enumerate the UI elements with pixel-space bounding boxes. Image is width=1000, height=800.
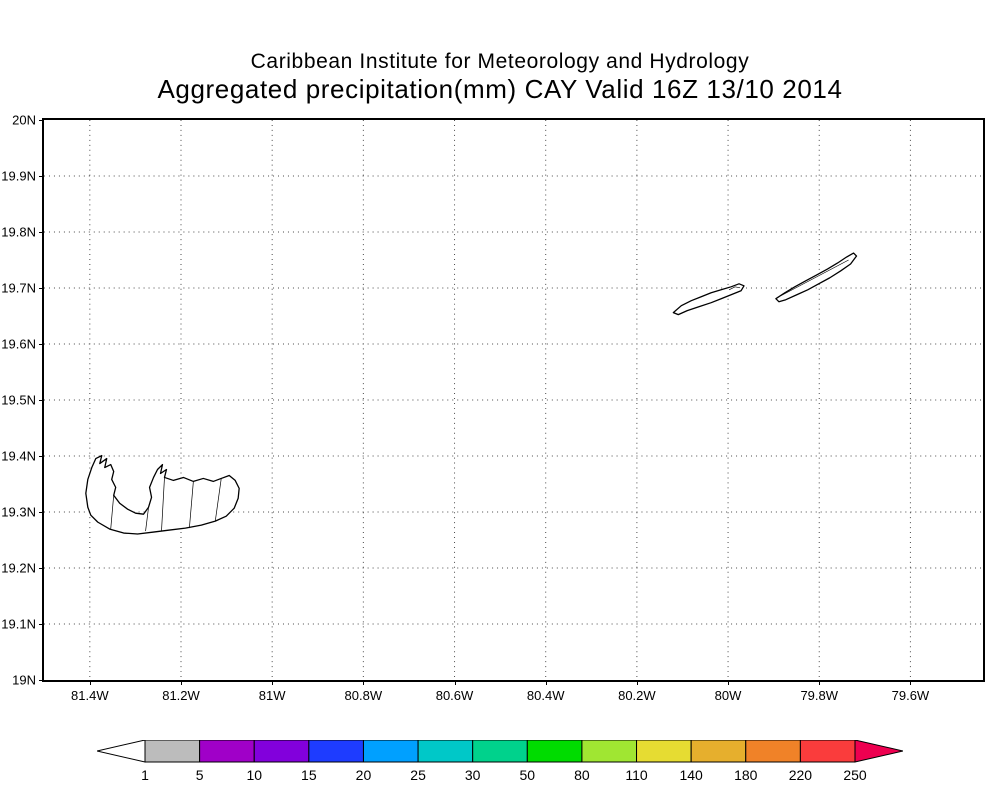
y-tick-label: 19.8N [1,224,36,240]
colorbar-left-arrow [96,739,146,763]
x-tick-label: 79.8W [800,688,839,703]
y-tick-label: 19.1N [1,616,36,632]
x-tick-label: 81.4W [71,688,109,703]
y-tick-mark [39,680,44,681]
y-tick-mark [39,512,44,513]
colorbar-label: 5 [196,767,204,783]
colorbar-label: 20 [356,767,372,783]
colorbar-label: 1 [141,767,149,783]
grand-cayman-district-borders [110,477,222,532]
y-tick-mark [39,400,44,401]
colorbar-segment [745,739,801,763]
colorbar-right-arrow [854,739,904,763]
y-tick-mark [39,232,44,233]
x-tick-label: 80W [714,688,742,703]
cayman-brac-ridge-line [780,259,849,297]
y-tick-mark [39,624,44,625]
institution-title: Caribbean Institute for Meteorology and … [250,50,750,73]
y-tick-label: 19.2N [1,560,36,576]
colorbar-label: 80 [574,767,590,783]
colorbar-segment [199,739,255,763]
colorbar-label: 180 [734,767,758,783]
y-tick-label: 19.5N [1,392,36,408]
colorbar-segment [799,739,856,763]
y-tick-label: 19.7N [1,280,36,296]
x-tick-label: 80.8W [344,688,383,703]
grid-layer [44,120,983,680]
colorbar-label: 140 [679,767,703,783]
x-tick-label: 81W [258,688,286,703]
x-tick-mark [728,680,730,685]
colorbar-label: 15 [301,767,317,783]
x-tick-mark [819,680,821,685]
colorbar-label: 25 [410,767,426,783]
x-tick-label: 80.2W [618,688,656,703]
colorbar-segment [581,739,638,763]
colorbar-segment [144,739,201,763]
colorbar-segment [526,739,583,763]
grand-cayman-outline [85,454,240,535]
x-tick-mark [181,680,182,685]
x-tick-mark [363,680,365,685]
colorbar-segment [690,739,747,763]
colorbar-label: 10 [246,767,262,783]
y-tick-mark [39,288,44,289]
y-tick-label: 19.3N [1,504,36,520]
colorbar-segment [636,739,692,763]
colorbar-segment [417,739,474,763]
y-tick-label: 19.9N [1,168,36,184]
y-tick-label: 19.4N [1,448,36,464]
colorbar-label: 250 [843,767,867,783]
colorbar-svg: 1 5 10 15 20 25 30 50 80 110 140 180 220 250 [96,739,904,783]
colorbar-label: 30 [465,767,481,783]
y-tick-mark [39,568,44,569]
little-cayman-inner-line [728,286,741,291]
colorbar-label: 220 [789,767,813,783]
precipitation-colorbar: 1 5 10 15 20 25 30 50 80 110 140 180 220 250 [96,739,904,786]
y-tick-mark [39,344,44,345]
colorbar-label: 110 [625,767,648,783]
x-tick-mark [272,680,274,685]
x-tick-mark [910,680,912,685]
x-tick-label: 80.4W [526,688,565,703]
plot-title: Aggregated precipitation(mm) CAY Valid 1… [157,74,843,105]
colorbar-segment [253,739,310,763]
y-tick-mark [39,456,44,457]
x-tick-label: 79.6W [891,688,930,703]
islands-layer [85,252,858,535]
x-tick-label: 81.2W [162,688,200,703]
y-tick-mark [39,120,44,121]
colorbar-segment [362,739,419,763]
title-block: Caribbean Institute for Meteorology and … [0,50,1000,104]
x-tick-label: 80.6W [435,688,474,703]
colorbar-segment [308,739,364,763]
x-tick-mark [636,680,638,685]
little-cayman-outline [672,283,745,316]
y-tick-label: 20N [12,112,36,128]
x-tick-mark [545,680,547,685]
y-tick-label: 19N [12,672,36,688]
colorbar-label: 50 [520,767,536,783]
x-tick-mark [454,680,456,685]
x-tick-mark [89,680,91,685]
y-tick-label: 19.6N [1,336,36,352]
y-tick-mark [39,176,44,177]
map-plot-area: 20N 19.9N 19.8N 19.7N 19.6N 19.5N 19.4N 19.3N 19… [1,113,985,703]
colorbar-segment [472,739,528,763]
